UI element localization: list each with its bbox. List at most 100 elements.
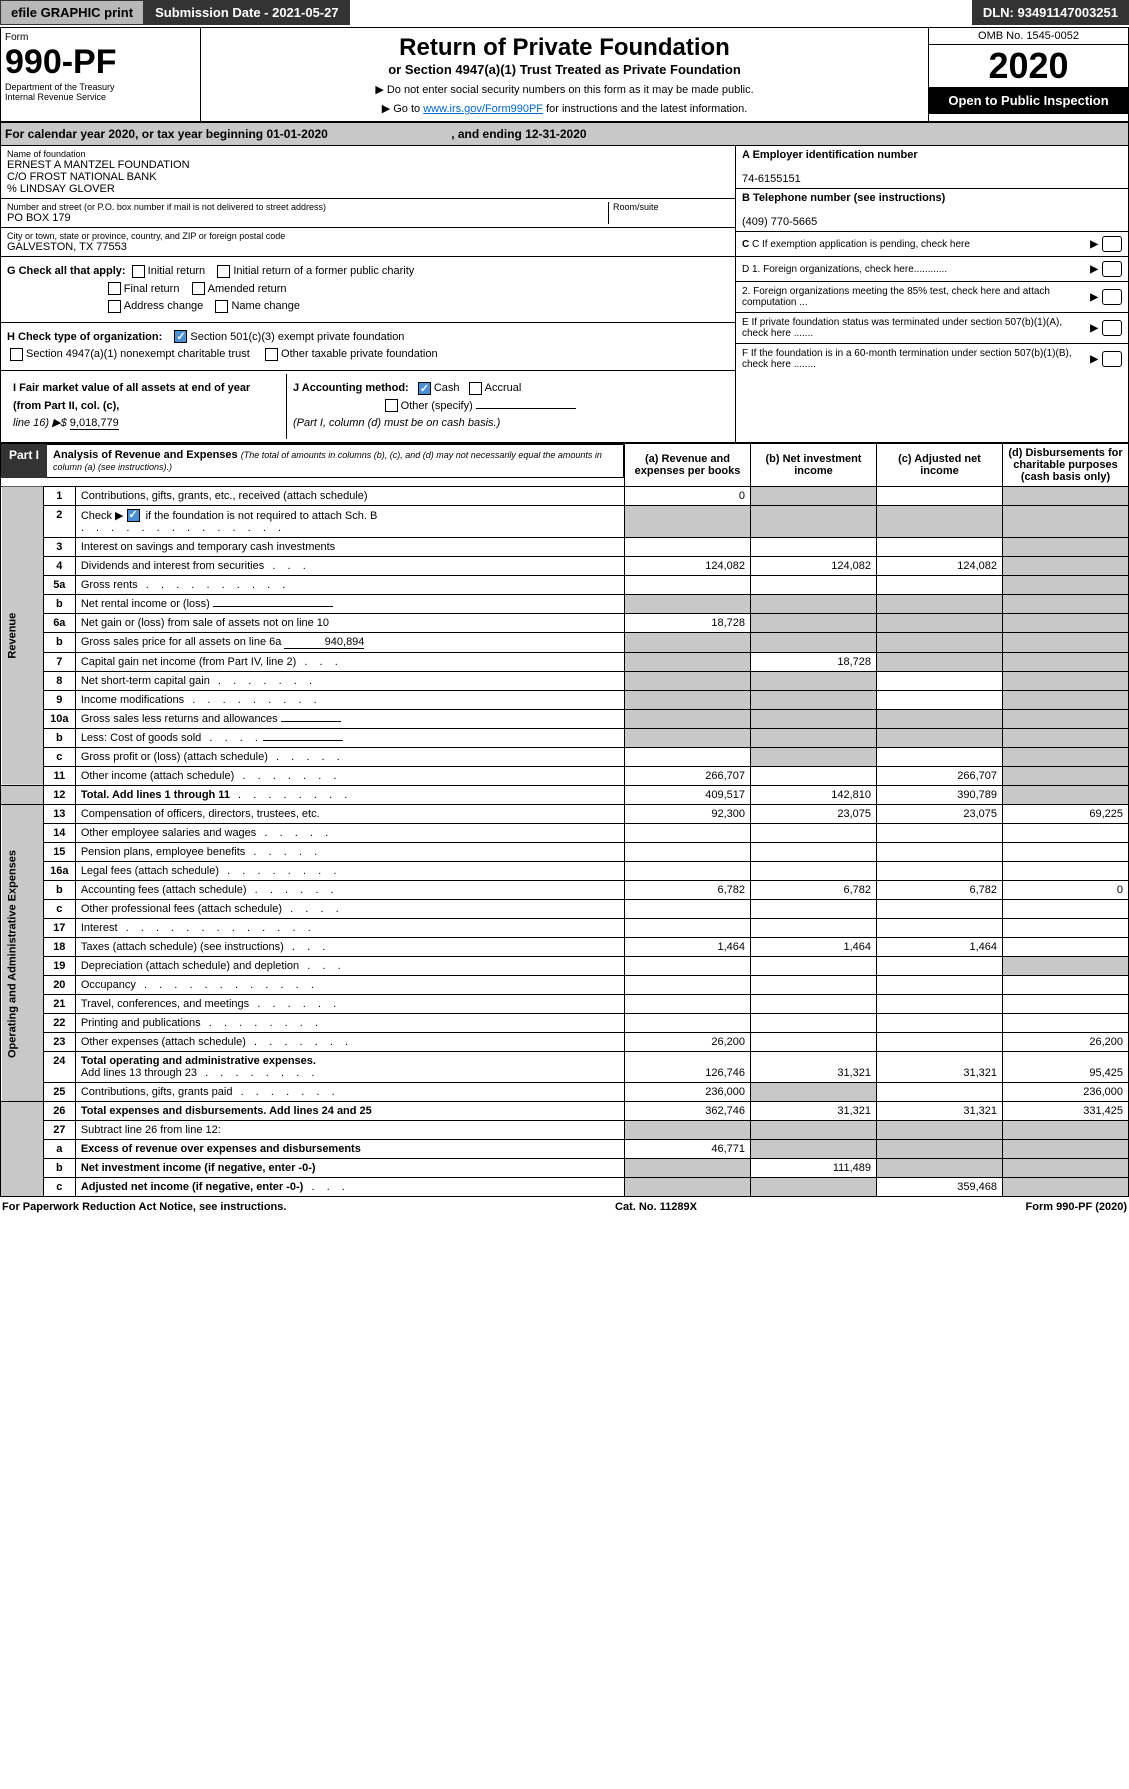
form-subtitle: or Section 4947(a)(1) Trust Treated as P… — [207, 62, 922, 77]
table-row: aExcess of revenue over expenses and dis… — [1, 1140, 1129, 1159]
dept-label: Department of the Treasury — [5, 82, 196, 92]
table-row: cGross profit or (loss) (attach schedule… — [1, 748, 1129, 767]
table-row: 22Printing and publications . . . . . . … — [1, 1014, 1129, 1033]
table-row: 19Depreciation (attach schedule) and dep… — [1, 957, 1129, 976]
table-row: cOther professional fees (attach schedul… — [1, 900, 1129, 919]
table-row: 8Net short-term capital gain . . . . . .… — [1, 672, 1129, 691]
form-page-label: Form 990-PF (2020) — [1026, 1201, 1127, 1213]
60-month-checkbox[interactable] — [1102, 351, 1122, 367]
amended-return-checkbox[interactable] — [192, 282, 205, 295]
table-row: 6aNet gain or (loss) from sale of assets… — [1, 614, 1129, 633]
table-row: 3Interest on savings and temporary cash … — [1, 538, 1129, 557]
catalog-number: Cat. No. 11289X — [615, 1201, 697, 1213]
table-row: bGross sales price for all assets on lin… — [1, 633, 1129, 653]
table-row: 27Subtract line 26 from line 12: — [1, 1121, 1129, 1140]
section-g: G Check all that apply: Initial return I… — [1, 257, 735, 323]
table-row: bNet investment income (if negative, ent… — [1, 1159, 1129, 1178]
4947a1-checkbox[interactable] — [10, 348, 23, 361]
irs-link[interactable]: www.irs.gov/Form990PF — [423, 103, 543, 115]
table-row: bNet rental income or (loss) — [1, 595, 1129, 614]
form-header: Form 990-PF Department of the Treasury I… — [0, 27, 1129, 122]
col-a-header: (a) Revenue and expenses per books — [625, 443, 751, 486]
entity-info: Name of foundation ERNEST A MANTZEL FOUN… — [0, 146, 1129, 443]
col-d-header: (d) Disbursements for charitable purpose… — [1003, 443, 1129, 486]
exemption-pending-checkbox[interactable] — [1102, 236, 1122, 252]
foundation-co: C/O FROST NATIONAL BANK — [7, 171, 729, 183]
opex-side-label: Operating and Administrative Expenses — [1, 805, 44, 1102]
table-row: 10aGross sales less returns and allowanc… — [1, 710, 1129, 729]
instruction-1: ▶ Do not enter social security numbers o… — [207, 83, 922, 96]
foreign-85-checkbox[interactable] — [1102, 289, 1122, 305]
form-title: Return of Private Foundation — [207, 34, 922, 62]
name-change-checkbox[interactable] — [215, 300, 228, 313]
60-month-label: F If the foundation is in a 60-month ter… — [742, 348, 1086, 370]
other-taxable-checkbox[interactable] — [265, 348, 278, 361]
foundation-name: ERNEST A MANTZEL FOUNDATION — [7, 159, 729, 171]
fmv-label: I Fair market value of all assets at end… — [13, 382, 250, 412]
table-row: 2 Check ▶ if the foundation is not requi… — [1, 505, 1129, 538]
fmv-value: 9,018,779 — [70, 417, 119, 430]
col-c-header: (c) Adjusted net income — [877, 443, 1003, 486]
foundation-attn: % LINDSAY GLOVER — [7, 183, 729, 195]
section-h: H Check type of organization: Section 50… — [1, 323, 735, 371]
table-row: 18Taxes (attach schedule) (see instructi… — [1, 938, 1129, 957]
page-footer: For Paperwork Reduction Act Notice, see … — [0, 1197, 1129, 1217]
table-row: 7Capital gain net income (from Part IV, … — [1, 653, 1129, 672]
table-row: 21Travel, conferences, and meetings . . … — [1, 995, 1129, 1014]
form-label: Form — [5, 32, 196, 43]
exemption-pending-label: C C If exemption application is pending,… — [742, 239, 1086, 250]
foreign-85-label: 2. Foreign organizations meeting the 85%… — [742, 286, 1086, 308]
initial-return-checkbox[interactable] — [132, 265, 145, 278]
open-inspection: Open to Public Inspection — [929, 87, 1128, 114]
room-label: Room/suite — [613, 202, 729, 212]
cash-checkbox[interactable] — [418, 382, 431, 395]
ein-label: A Employer identification number — [742, 149, 918, 161]
table-row: Operating and Administrative Expenses 13… — [1, 805, 1129, 824]
table-row: 16aLegal fees (attach schedule) . . . . … — [1, 862, 1129, 881]
status-terminated-checkbox[interactable] — [1102, 320, 1122, 336]
top-bar: efile GRAPHIC print Submission Date - 20… — [0, 0, 1129, 25]
tax-year: 2020 — [929, 45, 1128, 87]
table-row: 25Contributions, gifts, grants paid . . … — [1, 1083, 1129, 1102]
foreign-org-checkbox[interactable] — [1102, 261, 1122, 277]
omb-number: OMB No. 1545-0052 — [929, 28, 1128, 45]
city-label: City or town, state or province, country… — [7, 231, 729, 241]
table-row: Revenue 1Contributions, gifts, grants, e… — [1, 486, 1129, 505]
part1-label: Part I — [1, 444, 47, 478]
instruction-2: ▶ Go to www.irs.gov/Form990PF for instru… — [207, 102, 922, 115]
cash-basis-note: (Part I, column (d) must be on cash basi… — [293, 417, 500, 429]
table-row: 26Total expenses and disbursements. Add … — [1, 1102, 1129, 1121]
address-label: Number and street (or P.O. box number if… — [7, 202, 608, 212]
foundation-name-label: Name of foundation — [7, 149, 729, 159]
phone-value: (409) 770-5665 — [742, 216, 817, 228]
table-row: 24Total operating and administrative exp… — [1, 1052, 1129, 1083]
table-row: bAccounting fees (attach schedule) . . .… — [1, 881, 1129, 900]
paperwork-notice: For Paperwork Reduction Act Notice, see … — [2, 1201, 286, 1213]
table-row: 15Pension plans, employee benefits . . .… — [1, 843, 1129, 862]
efile-print-button[interactable]: efile GRAPHIC print — [0, 0, 144, 25]
accrual-checkbox[interactable] — [469, 382, 482, 395]
other-method-checkbox[interactable] — [385, 399, 398, 412]
table-row: 14Other employee salaries and wages . . … — [1, 824, 1129, 843]
initial-public-charity-checkbox[interactable] — [217, 265, 230, 278]
address: PO BOX 179 — [7, 212, 608, 224]
col-b-header: (b) Net investment income — [751, 443, 877, 486]
table-row: 11Other income (attach schedule) . . . .… — [1, 767, 1129, 786]
sch-b-checkbox[interactable] — [127, 509, 140, 522]
table-row: 17Interest . . . . . . . . . . . . . — [1, 919, 1129, 938]
table-row: 9Income modifications . . . . . . . . . — [1, 691, 1129, 710]
dln-label: DLN: 93491147003251 — [972, 0, 1129, 25]
foreign-org-label: D 1. Foreign organizations, check here..… — [742, 264, 1086, 275]
table-row: 20Occupancy . . . . . . . . . . . . — [1, 976, 1129, 995]
final-return-checkbox[interactable] — [108, 282, 121, 295]
part1-table: Part I Analysis of Revenue and Expenses … — [0, 443, 1129, 1198]
table-row: 23Other expenses (attach schedule) . . .… — [1, 1033, 1129, 1052]
table-row: 5aGross rents . . . . . . . . . . — [1, 576, 1129, 595]
ein-value: 74-6155151 — [742, 173, 801, 185]
table-row: cAdjusted net income (if negative, enter… — [1, 1178, 1129, 1197]
address-change-checkbox[interactable] — [108, 300, 121, 313]
table-row: bLess: Cost of goods sold . . . . — [1, 729, 1129, 748]
phone-label: B Telephone number (see instructions) — [742, 192, 945, 204]
501c3-checkbox[interactable] — [174, 330, 187, 343]
revenue-side-label: Revenue — [1, 486, 44, 786]
